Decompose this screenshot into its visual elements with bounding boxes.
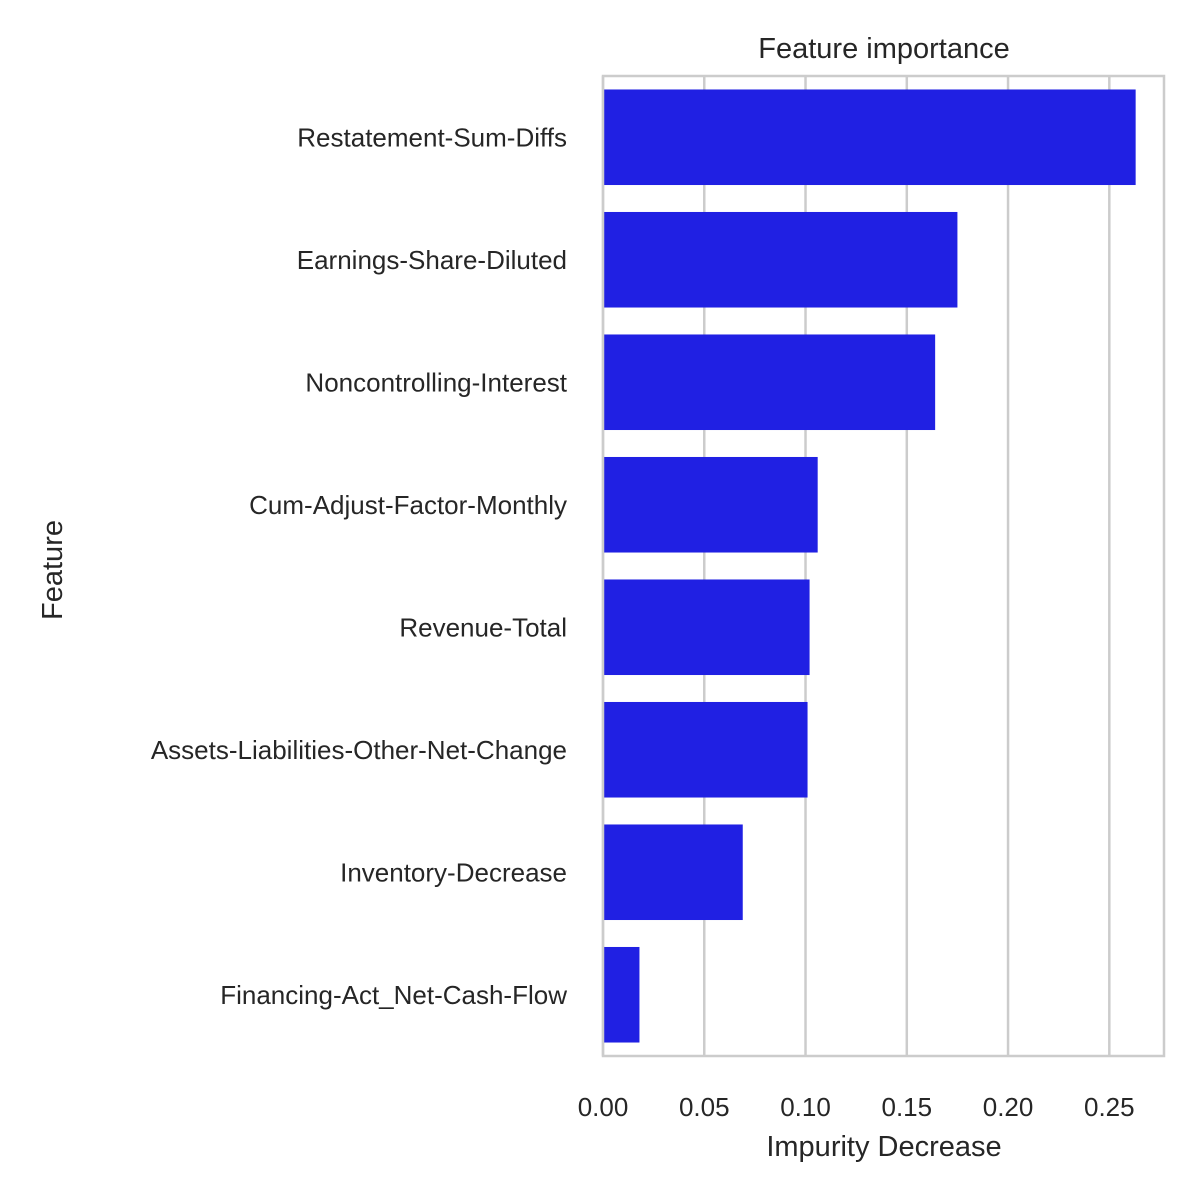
category-label: Revenue-Total [399, 612, 567, 642]
category-label: Restatement-Sum-Diffs [297, 122, 567, 152]
category-label: Financing-Act_Net-Cash-Flow [220, 980, 567, 1010]
x-tick-labels: 0.00 0.05 0.10 0.15 0.20 0.25 [578, 1092, 1135, 1122]
bar [603, 456, 818, 553]
x-tick-label: 0.25 [1084, 1092, 1135, 1122]
x-tick-label: 0.10 [780, 1092, 831, 1122]
bar [603, 334, 936, 431]
bar [603, 701, 808, 798]
bar [603, 579, 810, 676]
bar-layer [603, 89, 1136, 1043]
bar [603, 824, 743, 921]
plot-frame [601, 74, 1166, 1058]
chart-title: Feature importance [758, 33, 1009, 65]
bar [603, 211, 958, 308]
x-tick-label: 0.00 [578, 1092, 629, 1122]
category-label: Cum-Adjust-Factor-Monthly [249, 490, 567, 520]
category-label: Assets-Liabilities-Other-Net-Change [151, 735, 567, 765]
x-tick-label: 0.05 [679, 1092, 730, 1122]
bar [603, 946, 640, 1043]
x-tick-label: 0.20 [983, 1092, 1034, 1122]
x-axis-label: Impurity Decrease [766, 1131, 1001, 1163]
category-labels: Restatement-Sum-Diffs Earnings-Share-Dilu… [151, 122, 568, 1010]
category-label: Noncontrolling-Interest [305, 367, 567, 397]
y-axis-label: Feature [37, 520, 69, 620]
category-label: Inventory-Decrease [340, 857, 567, 887]
category-label: Earnings-Share-Diluted [297, 245, 567, 275]
bar [603, 89, 1136, 186]
x-tick-label: 0.15 [881, 1092, 932, 1122]
